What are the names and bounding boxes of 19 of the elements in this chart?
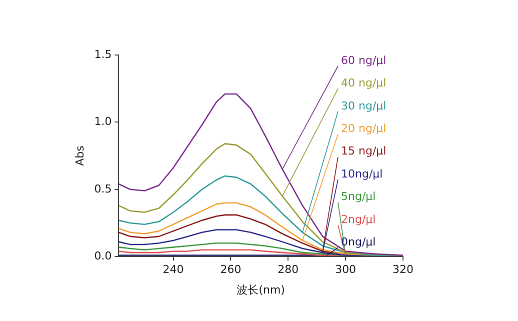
x-tick-label: 260 [220, 263, 242, 276]
x-tick-label: 320 [392, 263, 414, 276]
x-tick-label: 240 [162, 263, 184, 276]
y-tick-label: 0.0 [94, 249, 112, 262]
y-tick-label: 1.0 [94, 115, 112, 128]
text: 10ng/μl [341, 167, 383, 180]
text: 40 ng/μl [341, 76, 386, 90]
text: 60 ng/μl [341, 54, 386, 67]
y-axis-title: Abs [73, 145, 86, 166]
text: 20 ng/μl [341, 122, 386, 135]
x-axis-title: 波长(nm) [236, 283, 285, 296]
text: 30 ng/μl [341, 99, 386, 112]
x-tick-label: 280 [278, 263, 299, 276]
y-tick-label: 1.5 [94, 48, 112, 61]
text: 2ng/μl [341, 212, 376, 226]
text: 5ng/μl [341, 190, 376, 204]
text: 15 ng/μl [341, 144, 386, 158]
x-tick-label: 300 [335, 263, 356, 276]
y-tick-label: 0.5 [94, 182, 112, 196]
